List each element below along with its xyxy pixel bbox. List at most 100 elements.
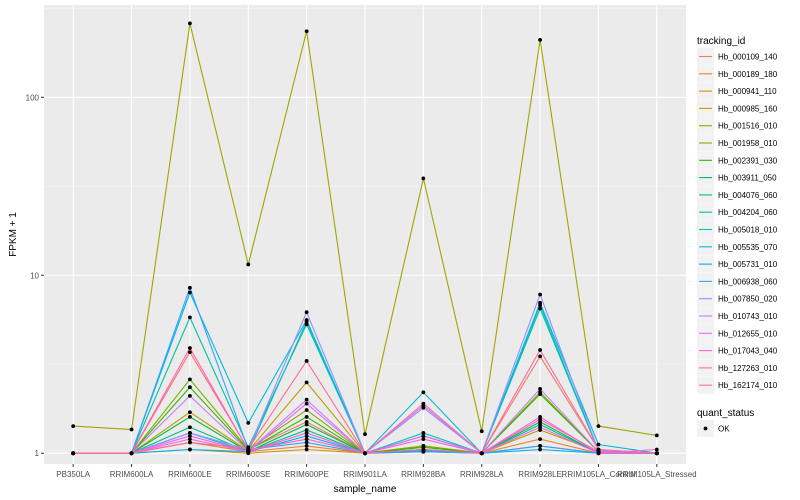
legend-label: Hb_001516_010: [718, 122, 778, 131]
data-point: [246, 421, 251, 425]
data-point: [71, 451, 76, 456]
x-axis: PB350LA RRIM600LA RRIM600LE RRIM600SE RRIM60…: [56, 464, 697, 479]
y-axis-title: FPKM + 1: [8, 212, 19, 257]
x-tick-label: RRIM600LE: [168, 470, 212, 479]
legend-label: Hb_000941_110: [718, 87, 777, 96]
major-gridlines: [44, 5, 686, 464]
data-point: [421, 434, 426, 438]
data-point: [654, 433, 659, 438]
data-point: [188, 21, 192, 26]
data-point: [304, 431, 309, 435]
data-point: [538, 447, 542, 452]
data-point: [71, 424, 76, 429]
data-point: [188, 350, 192, 355]
data-point: [304, 419, 309, 424]
legend-label: Hb_000109_140: [718, 53, 778, 62]
data-point: [188, 346, 192, 350]
data-point: [304, 447, 309, 452]
legend-label: Hb_005018_010: [718, 226, 778, 235]
x-tick-label: RRIM105LA_Control: [562, 470, 636, 479]
x-tick-label: RRIM928LE: [518, 470, 562, 479]
legend-label: Hb_007850_020: [718, 295, 778, 304]
data-point: [304, 322, 309, 327]
data-point: [538, 417, 542, 422]
x-axis-title: sample_name: [334, 484, 397, 495]
data-point: [188, 425, 192, 430]
data-point: [304, 440, 309, 445]
data-point: [188, 315, 192, 320]
data-point: [538, 300, 542, 305]
legend-entries: Hb_000109_140 Hb_000189_180 Hb_000941_110 H…: [697, 48, 778, 394]
data-point: [654, 451, 659, 456]
data-point: [304, 310, 309, 315]
data-point: [538, 428, 542, 432]
x-tick-label: RRIM600PE: [284, 470, 328, 479]
data-point: [246, 262, 251, 267]
data-point: [304, 428, 309, 432]
legend-shape-title: quant_status: [697, 408, 754, 419]
data-point: [654, 447, 659, 452]
data-point: [304, 397, 309, 402]
data-point: [421, 431, 426, 435]
data-point: [421, 437, 426, 442]
x-tick-label: RRIM928LA: [460, 470, 504, 479]
data-point: [129, 451, 134, 456]
data-point: [596, 447, 601, 452]
data-point: [188, 440, 192, 445]
legend-label: Hb_012655_010: [718, 329, 778, 338]
legend-label: Hb_004076_060: [718, 191, 778, 200]
data-point: [304, 401, 309, 406]
data-point: [188, 385, 192, 390]
data-point: [304, 359, 309, 363]
data-point: [129, 427, 134, 432]
data-point: [304, 434, 309, 438]
data-point: [188, 437, 192, 442]
y-tick-label: 1: [35, 449, 40, 458]
x-tick-label: RRIM600LA: [110, 470, 154, 479]
data-point: [188, 290, 192, 295]
legend-label: Hb_162174_010: [718, 381, 778, 390]
x-tick-label: RRIM105LA_Stressed: [617, 470, 697, 479]
data-point: [596, 424, 601, 429]
data-point: [538, 422, 542, 427]
data-point: [304, 422, 309, 427]
data-point: [596, 442, 601, 447]
data-point: [363, 432, 367, 437]
data-point: [188, 415, 192, 419]
data-point: [421, 390, 426, 395]
y-axis: 1 10 100: [26, 93, 44, 458]
legend-title: tracking_id: [697, 36, 745, 47]
legend-label: Hb_003911_050: [718, 174, 777, 183]
legend-label: Hb_000985_160: [718, 104, 778, 113]
legend-shape-entries: OK: [697, 420, 730, 437]
legend-label: Hb_005535_070: [718, 243, 778, 252]
data-point: [304, 380, 309, 385]
data-point: [363, 451, 367, 456]
data-point: [538, 38, 542, 42]
x-tick-label: RRIM928BA: [401, 470, 446, 479]
data-point: [188, 285, 192, 290]
legend-label: Hb_000189_180: [718, 70, 778, 79]
data-point: [304, 318, 309, 322]
data-point: [538, 306, 542, 311]
legend-label: Hb_017043_040: [718, 347, 778, 356]
x-tick-label: RRIM901LA: [343, 470, 387, 479]
legend-label: Hb_004204_060: [718, 208, 778, 217]
data-point: [538, 437, 542, 442]
data-point: [188, 410, 192, 415]
data-point: [421, 447, 426, 452]
data-point: [188, 393, 192, 398]
x-tick-label: RRIM600SE: [226, 470, 270, 479]
legend-label: Hb_005731_010: [718, 260, 778, 269]
data-point: [538, 292, 542, 297]
data-point: [538, 354, 542, 359]
data-point: [188, 431, 192, 435]
legend: tracking_id Hb_000109_140Hb_000189_180Hb…: [697, 36, 778, 437]
data-point: [538, 348, 542, 352]
data-point: [304, 415, 309, 419]
data-point: [304, 29, 309, 34]
x-tick-label: PB350LA: [56, 470, 90, 479]
y-tick-label: 10: [30, 271, 39, 280]
legend-label: Hb_002391_030: [718, 156, 778, 165]
